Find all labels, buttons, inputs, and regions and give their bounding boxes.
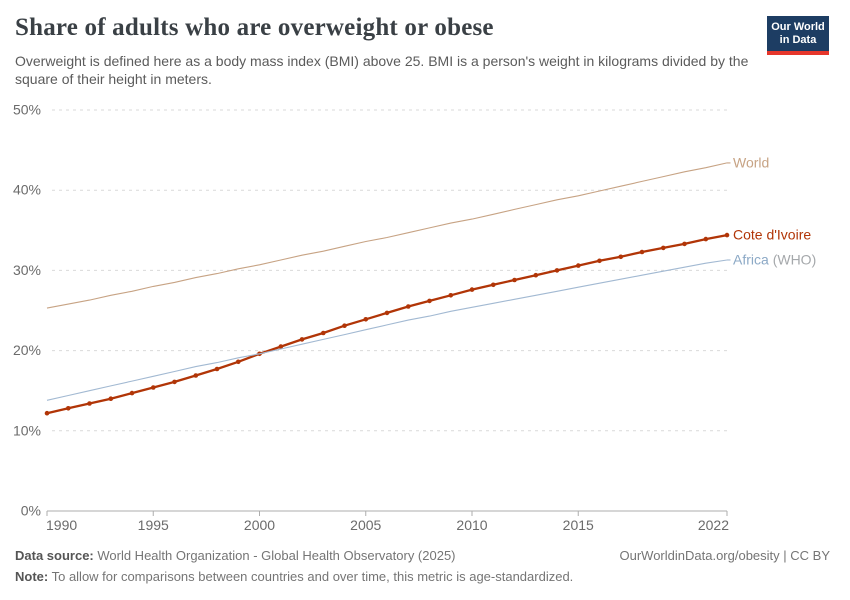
data-point-marker [44, 410, 50, 416]
series-line-world [46, 162, 728, 309]
data-point-marker [576, 263, 581, 268]
data-point-marker [87, 401, 92, 406]
data-point-marker [193, 373, 199, 378]
data-point-marker [214, 366, 220, 372]
page-title: Share of adults who are overweight or ob… [15, 14, 494, 41]
data-point-marker [384, 310, 390, 316]
owid-logo[interactable]: Our World in Data [767, 16, 829, 55]
note-label: Note: [15, 569, 49, 584]
data-point-marker [639, 249, 645, 255]
data-point-marker [406, 304, 411, 309]
owid-logo-line2: in Data [779, 34, 817, 46]
y-tick-label: 20% [13, 342, 41, 358]
data-point-marker [491, 282, 496, 288]
data-point-marker [172, 379, 177, 385]
data-point-marker [236, 359, 241, 365]
data-point-marker [512, 277, 517, 283]
data-point-marker [278, 344, 284, 349]
data-point-marker [129, 390, 135, 396]
owid-logo-line1: Our World [771, 21, 825, 33]
data-point-marker [554, 268, 560, 273]
data-point-marker [363, 317, 369, 322]
x-tick-label: 2010 [456, 517, 487, 533]
y-tick-label: 10% [13, 422, 41, 438]
series-end-label: Africa (WHO) [733, 251, 816, 267]
x-tick-label: 2022 [698, 517, 729, 533]
note-line: Note: To allow for comparisons between c… [15, 569, 835, 584]
data-point-marker [724, 232, 730, 238]
x-tick-label: 2000 [244, 517, 275, 533]
chart-footer: Data source: World Health Organization -… [15, 548, 835, 590]
data-source-line: Data source: World Health Organization -… [15, 548, 835, 563]
data-source-label: Data source: [15, 548, 94, 563]
x-tick-label: 2015 [563, 517, 594, 533]
data-point-marker [533, 272, 539, 278]
x-tick-label: 2005 [350, 517, 381, 533]
data-point-marker [108, 396, 114, 402]
data-point-marker [703, 236, 709, 242]
data-point-marker [321, 330, 326, 336]
series-end-label: World [733, 154, 769, 170]
data-source-text: World Health Organization - Global Healt… [93, 548, 456, 563]
chart-subtitle: Overweight is defined here as a body mas… [15, 53, 749, 87]
owid-citation-link[interactable]: OurWorldinData.org/obesity | CC BY [619, 548, 831, 563]
data-point-marker [427, 298, 432, 304]
data-point-marker [682, 241, 687, 247]
note-text: To allow for comparisons between countri… [48, 569, 574, 584]
data-point-marker [448, 293, 454, 298]
series-line-africa-who- [46, 259, 728, 401]
y-tick-label: 0% [21, 503, 41, 519]
data-point-marker [299, 337, 305, 342]
data-point-marker [597, 258, 602, 264]
x-tick-label: 1990 [46, 517, 77, 533]
data-point-marker [469, 287, 475, 292]
data-point-marker [661, 245, 666, 251]
data-point-marker [342, 323, 347, 329]
series-line-cote-d-ivoire [46, 233, 728, 415]
y-tick-label: 30% [13, 262, 41, 278]
series-end-label: Cote d'Ivoire [733, 227, 811, 243]
data-point-marker [618, 254, 624, 260]
y-tick-label: 50% [13, 102, 41, 118]
data-point-marker [66, 406, 71, 411]
data-point-marker [151, 385, 156, 390]
y-tick-label: 40% [13, 182, 41, 198]
x-tick-label: 1995 [138, 517, 169, 533]
